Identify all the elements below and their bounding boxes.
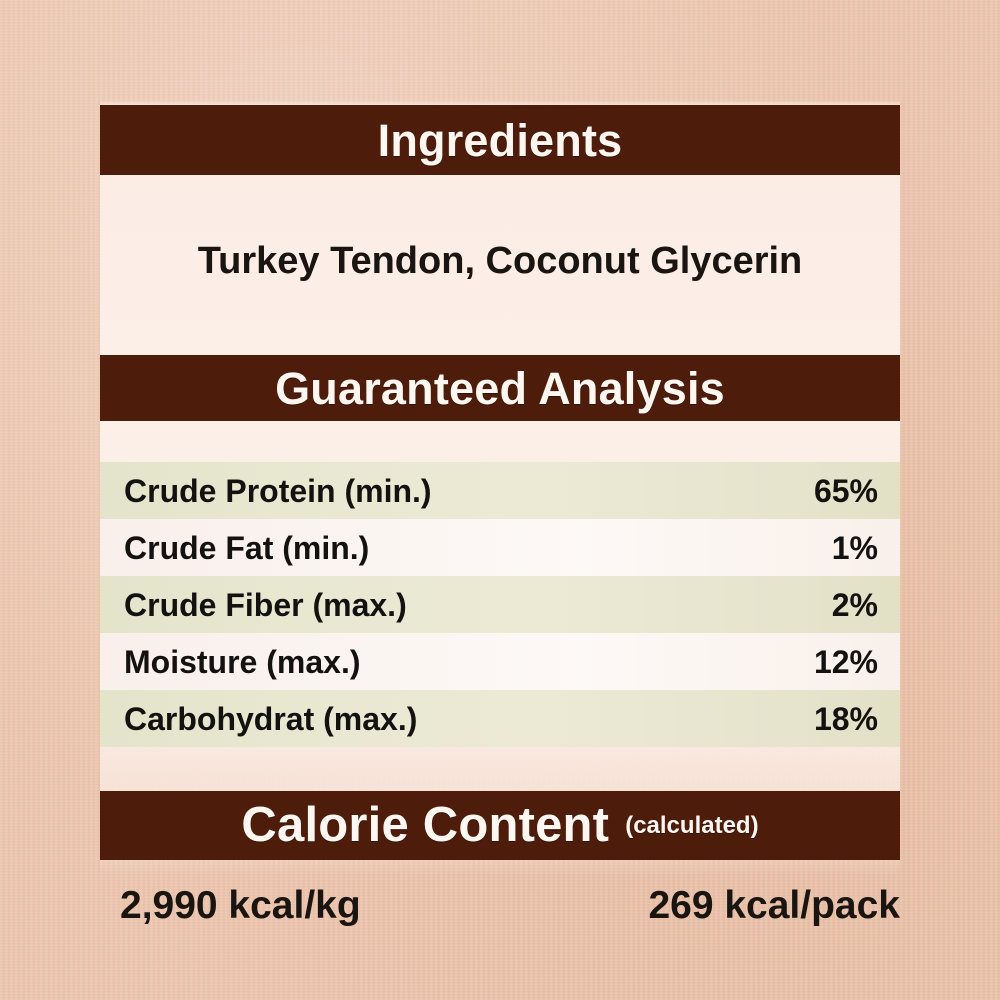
analysis-nutrient-value: 1% (831, 529, 878, 566)
analysis-nutrient-value: 65% (813, 472, 878, 509)
calorie-per-pack: 269 kcal/pack (648, 884, 900, 927)
table-row: Crude Fat (min.) 1% (100, 519, 900, 576)
analysis-nutrient-label: Crude Protein (min.) (124, 472, 432, 509)
table-row: Crude Fiber (max.) 2% (100, 576, 900, 633)
guaranteed-analysis-heading: Guaranteed Analysis (275, 362, 725, 414)
table-row: Crude Protein (min.) 65% (100, 462, 900, 519)
ingredients-heading: Ingredients (377, 114, 623, 166)
calorie-content-heading: Calorie Content (241, 798, 610, 852)
calorie-content-heading-note: (calculated) (625, 811, 759, 839)
calorie-per-kg: 2,990 kcal/kg (120, 884, 361, 927)
analysis-nutrient-value: 2% (831, 586, 878, 623)
calorie-content-header-bar: Calorie Content (calculated) (100, 791, 900, 860)
guaranteed-analysis-table: Crude Protein (min.) 65% Crude Fat (min.… (100, 462, 900, 747)
analysis-nutrient-label: Carbohydrat (max.) (124, 700, 418, 737)
table-row: Moisture (max.) 12% (100, 633, 900, 690)
analysis-nutrient-label: Crude Fat (min.) (124, 529, 370, 566)
ingredients-header-bar: Ingredients (100, 105, 900, 175)
guaranteed-analysis-header-bar: Guaranteed Analysis (100, 355, 900, 421)
analysis-nutrient-value: 18% (813, 700, 878, 737)
analysis-nutrient-label: Moisture (max.) (124, 643, 361, 680)
ingredients-list: Turkey Tendon, Coconut Glycerin (197, 240, 803, 282)
analysis-nutrient-value: 12% (813, 643, 878, 680)
table-row: Carbohydrat (max.) 18% (100, 690, 900, 747)
calorie-values-row: 2,990 kcal/kg 269 kcal/pack (120, 886, 900, 925)
analysis-nutrient-label: Crude Fiber (max.) (124, 586, 407, 623)
